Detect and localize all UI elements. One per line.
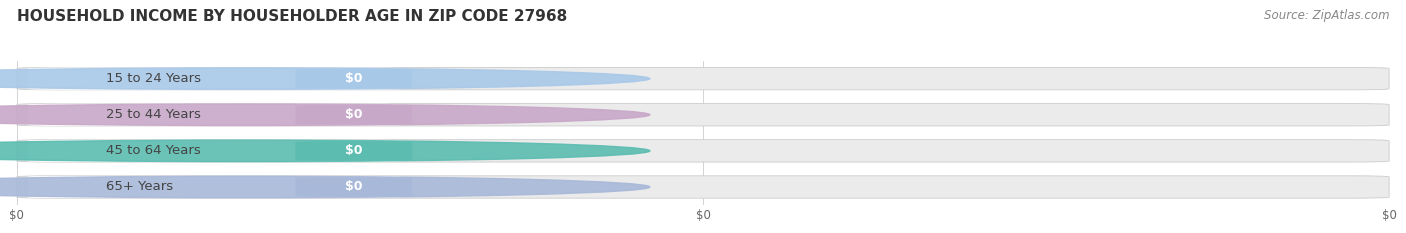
FancyBboxPatch shape — [28, 140, 401, 162]
Text: 25 to 44 Years: 25 to 44 Years — [105, 108, 201, 121]
Text: HOUSEHOLD INCOME BY HOUSEHOLDER AGE IN ZIP CODE 27968: HOUSEHOLD INCOME BY HOUSEHOLDER AGE IN Z… — [17, 9, 567, 24]
FancyBboxPatch shape — [295, 141, 412, 161]
Text: 15 to 24 Years: 15 to 24 Years — [105, 72, 201, 85]
Circle shape — [0, 140, 650, 162]
FancyBboxPatch shape — [28, 68, 401, 90]
FancyBboxPatch shape — [17, 140, 1389, 162]
Text: 65+ Years: 65+ Years — [105, 181, 173, 193]
Circle shape — [0, 68, 650, 89]
FancyBboxPatch shape — [295, 177, 412, 197]
FancyBboxPatch shape — [17, 67, 1389, 90]
Circle shape — [0, 176, 650, 198]
FancyBboxPatch shape — [28, 104, 401, 126]
Text: $0: $0 — [344, 181, 363, 193]
Text: 45 to 64 Years: 45 to 64 Years — [105, 144, 201, 157]
Circle shape — [0, 104, 650, 126]
FancyBboxPatch shape — [295, 105, 412, 124]
Text: Source: ZipAtlas.com: Source: ZipAtlas.com — [1264, 9, 1389, 22]
FancyBboxPatch shape — [17, 103, 1389, 126]
FancyBboxPatch shape — [17, 176, 1389, 198]
Text: $0: $0 — [344, 144, 363, 157]
FancyBboxPatch shape — [28, 176, 401, 198]
Text: $0: $0 — [344, 108, 363, 121]
Text: $0: $0 — [344, 72, 363, 85]
FancyBboxPatch shape — [295, 69, 412, 88]
